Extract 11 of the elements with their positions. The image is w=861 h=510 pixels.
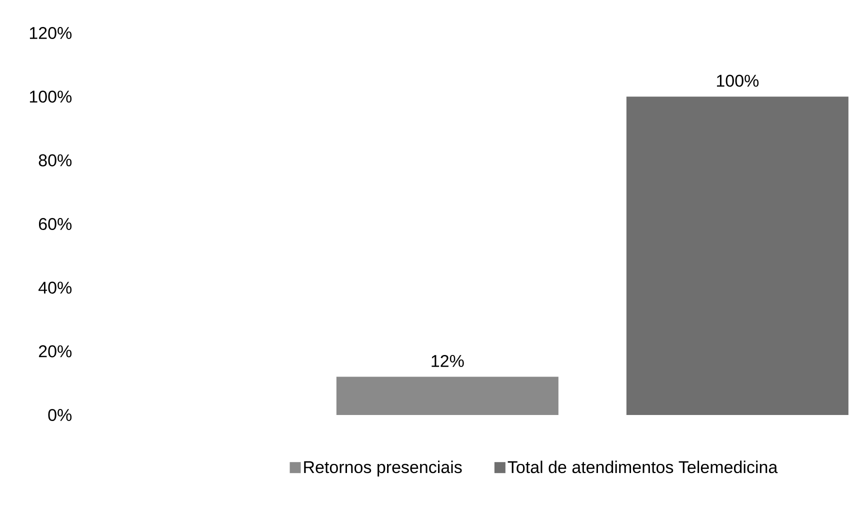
y-tick-label: 120% — [30, 26, 72, 40]
legend-label: Retornos presenciais — [304, 460, 462, 477]
y-tick-label: 20% — [38, 345, 72, 358]
legend-label: Total de atendimentos Telemedicina — [508, 460, 778, 474]
y-tick-label: 60% — [38, 218, 72, 230]
y-tick-label: 100% — [30, 90, 72, 103]
y-tick-label: 40% — [38, 282, 72, 294]
y-tick-label: 0% — [48, 408, 72, 422]
data-label: 100% — [716, 74, 759, 87]
y-tick-label: 80% — [38, 154, 72, 166]
data-label: 12% — [432, 354, 464, 367]
